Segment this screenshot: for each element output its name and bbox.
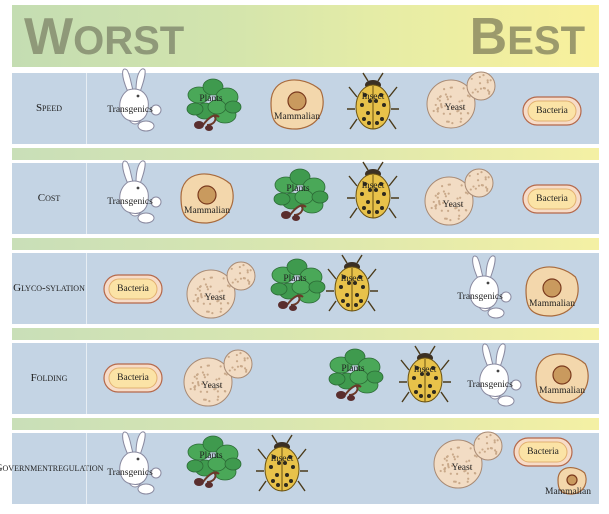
yeast-icon [433,431,503,489]
bacteria-icon [513,437,573,467]
mammalian-icon [535,353,589,404]
criterion-label-line: Folding [30,372,68,385]
yeast-icon [426,71,496,129]
best-label: BEST [469,8,585,66]
bacteria-icon [522,96,582,126]
criterion-label-line: Government [0,462,53,475]
expression-system-label: Bacteria [117,284,149,294]
expression-system-label: Yeast [201,381,223,391]
insect-icon [347,161,399,219]
row-divider [86,343,87,414]
criterion-label: Cost [12,163,86,234]
expression-system-label: Bacteria [117,373,149,383]
expression-system-label: Plants [341,364,365,374]
transgenics-icon [119,160,162,224]
expression-system-label: Mammalian [274,112,320,122]
expression-system-label: Yeast [451,463,473,473]
separator-band [12,328,599,340]
expression-system-label: Mammalian [184,206,230,216]
transgenics-icon [119,431,162,495]
mammalian-icon [525,266,579,317]
expression-system-label: Yeast [442,200,464,210]
insect-icon [347,72,399,130]
plants-icon [273,168,329,221]
mammalian-icon [270,79,324,130]
expression-system-label: Transgenics [457,292,503,302]
bacteria-icon [522,184,582,214]
row-divider [86,73,87,144]
expression-system-label: Mammalian [529,299,575,309]
separator-band [12,238,599,250]
expression-system-label: Plants [286,184,310,194]
expression-system-label: Transgenics [467,380,513,390]
transgenics-icon [119,68,162,132]
criterion-row: Government regulation [0,433,599,504]
row-divider [86,163,87,234]
expression-system-label: Plants [283,274,307,284]
criterion-label-line: Glyco- [13,282,46,295]
transgenics-icon [479,343,522,407]
worst-label: WORST [24,8,185,66]
criterion-label-line: Cost [37,192,61,205]
yeast-icon [186,261,256,319]
expression-system-label: Mammalian [545,487,591,497]
expression-system-label: Plants [199,451,223,461]
mammalian-icon [180,173,234,224]
expression-system-label: Insect [340,274,364,284]
insect-icon [326,254,378,312]
scale-header: WORST BEST [12,5,599,67]
expression-system-label: Transgenics [107,105,153,115]
plants-icon [270,258,326,311]
criterion-label: Government regulation [0,433,103,504]
criterion-label-line: regulation [52,462,104,475]
row-divider [86,433,87,504]
criterion-label: Speed [12,73,86,144]
criterion-label-line: Speed [35,102,63,115]
plants-icon [186,78,242,131]
criterion-label: Glyco-sylation [12,253,86,324]
expression-system-label: Plants [199,94,223,104]
expression-system-label: Transgenics [107,197,153,207]
row-divider [86,253,87,324]
mammalian-icon [557,467,587,495]
expression-system-label: Insect [361,181,385,191]
expression-system-label: Insect [413,365,437,375]
criterion-label-line: sylation [45,282,85,295]
bacteria-icon [103,363,163,393]
separator-band [12,148,599,160]
expression-system-label: Bacteria [536,194,568,204]
expression-system-label: Transgenics [107,468,153,478]
yeast-icon [183,349,253,407]
plants-icon [328,348,384,401]
insect-icon [256,434,308,492]
bacteria-icon [103,274,163,304]
expression-system-label: Insect [270,454,294,464]
expression-system-label: Mammalian [539,386,585,396]
separator-band [12,418,599,430]
expression-system-label: Yeast [444,103,466,113]
transgenics-icon [469,255,512,319]
expression-system-label: Bacteria [536,106,568,116]
expression-system-label: Yeast [204,293,226,303]
criterion-label: Folding [12,343,86,414]
expression-system-label: Bacteria [527,447,559,457]
insect-icon [399,345,451,403]
expression-system-label: Insect [361,92,385,102]
plants-icon [186,435,242,488]
yeast-icon [424,168,494,226]
